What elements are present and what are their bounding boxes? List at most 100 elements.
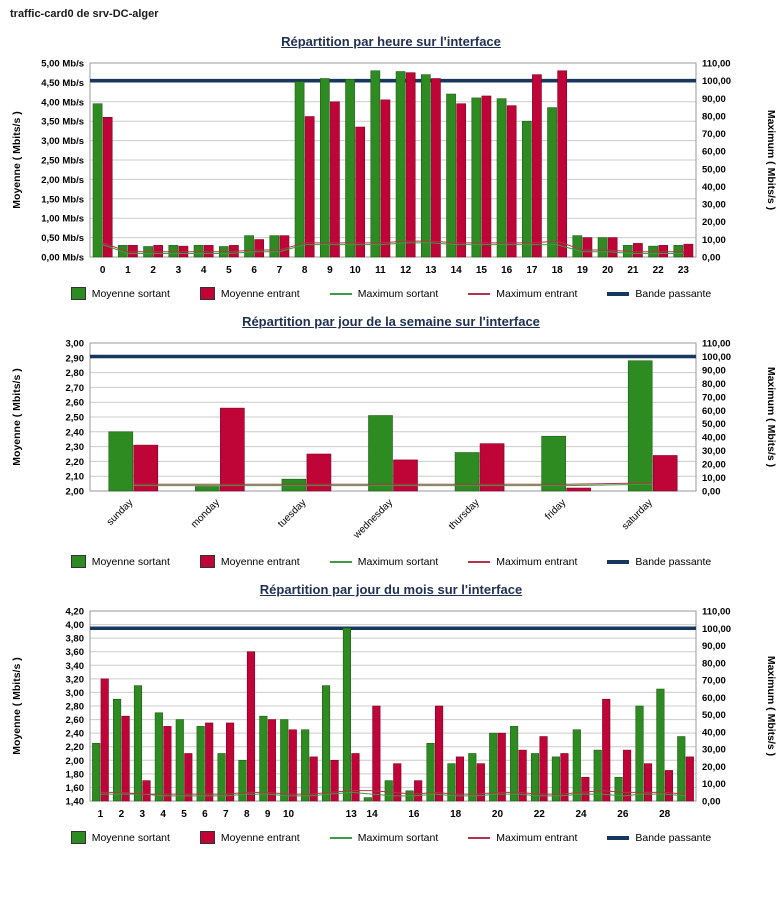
svg-text:6: 6	[202, 809, 208, 820]
svg-text:28: 28	[659, 809, 671, 820]
weekly-chart-canvas: 2,00 2,10 2,20 2,30 2,40 2,50 2,60 2,70 2,80 2,90…	[11, 339, 776, 542]
svg-text:2,00 Mb/s: 2,00 Mb/s	[41, 175, 84, 186]
legend-item: Bande passante	[607, 288, 711, 300]
svg-text:9: 9	[327, 265, 333, 276]
svg-text:13: 13	[346, 809, 358, 820]
chart-legend: Moyenne sortant Moyenne entrant Maximum …	[0, 287, 782, 300]
svg-text:saturday: saturday	[620, 497, 655, 532]
svg-text:5: 5	[181, 809, 187, 820]
svg-text:17: 17	[526, 265, 538, 276]
svg-text:tuesday: tuesday	[276, 497, 309, 530]
legend-label: Maximum entrant	[496, 555, 578, 568]
legend-label: Moyenne entrant	[220, 555, 300, 568]
svg-text:80,00: 80,00	[702, 379, 726, 390]
svg-text:110,00: 110,00	[702, 59, 731, 70]
svg-text:2,20: 2,20	[66, 457, 85, 468]
svg-text:100,00: 100,00	[702, 352, 731, 363]
svg-text:10,00: 10,00	[702, 235, 726, 246]
svg-text:2,80: 2,80	[66, 368, 85, 379]
bandwidth-swatch	[607, 835, 630, 840]
monthly-chart: Répartition par jour du mois sur l'inter…	[0, 582, 782, 844]
legend-label: Bande passante	[635, 287, 712, 300]
svg-text:1,60: 1,60	[66, 783, 85, 794]
svg-text:10,00: 10,00	[702, 473, 726, 484]
svg-text:90,00: 90,00	[702, 94, 726, 105]
svg-text:2,00: 2,00	[66, 487, 85, 498]
bandwidth-swatch	[607, 559, 630, 564]
svg-text:Maximum ( Mbits/s ): Maximum ( Mbits/s )	[765, 656, 776, 756]
legend-item: Maximum entrant	[468, 832, 577, 844]
monthly-chart-canvas: 1,40 1,60 1,80 2,00 2,20 2,40 2,60 2,80 3,00 3,20…	[11, 607, 776, 821]
svg-text:12: 12	[400, 265, 412, 276]
legend-item: Moyenne entrant	[199, 287, 300, 300]
max-out-swatch	[329, 836, 352, 839]
svg-text:4,20: 4,20	[66, 607, 85, 618]
svg-text:11: 11	[375, 265, 386, 276]
avg-in-swatch	[199, 555, 215, 568]
svg-text:8: 8	[244, 809, 250, 820]
legend-item: Moyenne sortant	[70, 831, 170, 844]
svg-text:1,80: 1,80	[66, 769, 85, 780]
svg-text:40,00: 40,00	[702, 727, 726, 738]
avg-out-swatch	[70, 831, 86, 844]
svg-text:6: 6	[251, 265, 257, 276]
svg-text:5: 5	[226, 265, 232, 276]
hourly-chart-title: Répartition par heure sur l'interface	[281, 34, 501, 49]
svg-text:3,20: 3,20	[66, 674, 85, 685]
svg-text:80,00: 80,00	[702, 111, 726, 122]
svg-text:3,00: 3,00	[66, 339, 85, 350]
svg-text:wednesday: wednesday	[351, 497, 395, 541]
max-in-swatch	[468, 560, 491, 563]
legend-label: Maximum sortant	[357, 287, 439, 300]
svg-text:18: 18	[552, 265, 564, 276]
svg-text:3,80: 3,80	[66, 634, 85, 645]
svg-text:40,00: 40,00	[702, 433, 726, 444]
legend-label: Maximum entrant	[496, 287, 578, 300]
svg-text:20,00: 20,00	[702, 460, 726, 471]
svg-text:24: 24	[576, 809, 588, 820]
legend-item: Moyenne sortant	[70, 555, 170, 568]
svg-text:2,90: 2,90	[66, 353, 85, 364]
svg-text:60,00: 60,00	[702, 693, 726, 704]
svg-text:20,00: 20,00	[702, 762, 726, 773]
svg-text:10,00: 10,00	[702, 779, 726, 790]
svg-text:8: 8	[302, 265, 308, 276]
svg-text:2,00: 2,00	[66, 756, 85, 767]
legend-label: Maximum entrant	[496, 831, 578, 844]
max-in-swatch	[468, 836, 491, 839]
svg-text:0,00: 0,00	[702, 253, 721, 264]
avg-out-swatch	[70, 555, 86, 568]
svg-text:sunday: sunday	[105, 497, 136, 528]
chart-legend: Moyenne sortant Moyenne entrant Maximum …	[0, 555, 782, 568]
svg-text:14: 14	[367, 809, 379, 820]
max-out-swatch	[329, 292, 352, 295]
svg-text:Moyenne ( Mbits/s ): Moyenne ( Mbits/s )	[11, 111, 23, 208]
svg-text:4: 4	[160, 809, 166, 820]
svg-text:23: 23	[678, 265, 690, 276]
svg-text:10: 10	[350, 265, 362, 276]
svg-text:0,00: 0,00	[702, 487, 721, 498]
svg-text:90,00: 90,00	[702, 641, 726, 652]
svg-text:90,00: 90,00	[702, 365, 726, 376]
svg-text:2,30: 2,30	[66, 442, 85, 453]
svg-text:100,00: 100,00	[702, 624, 731, 635]
svg-text:4,00: 4,00	[66, 620, 85, 631]
legend-item: Maximum sortant	[329, 287, 439, 300]
svg-text:2: 2	[150, 265, 156, 276]
legend-label: Moyenne entrant	[220, 831, 300, 844]
svg-text:2,50: 2,50	[66, 413, 85, 424]
svg-text:30,00: 30,00	[702, 745, 726, 756]
legend-label: Moyenne sortant	[91, 831, 170, 844]
svg-text:Maximum ( Mbits/s ): Maximum ( Mbits/s )	[765, 367, 776, 467]
svg-text:20: 20	[602, 265, 614, 276]
svg-text:50,00: 50,00	[702, 710, 726, 721]
svg-text:2,70: 2,70	[66, 383, 85, 394]
svg-text:60,00: 60,00	[702, 147, 726, 158]
svg-text:3,50 Mb/s: 3,50 Mb/s	[41, 117, 84, 128]
legend-item: Moyenne sortant	[70, 287, 170, 300]
svg-text:16: 16	[501, 265, 513, 276]
svg-text:3,00: 3,00	[66, 688, 85, 699]
svg-text:18: 18	[450, 809, 462, 820]
legend-item: Maximum entrant	[468, 556, 577, 568]
bandwidth-swatch	[607, 291, 630, 296]
